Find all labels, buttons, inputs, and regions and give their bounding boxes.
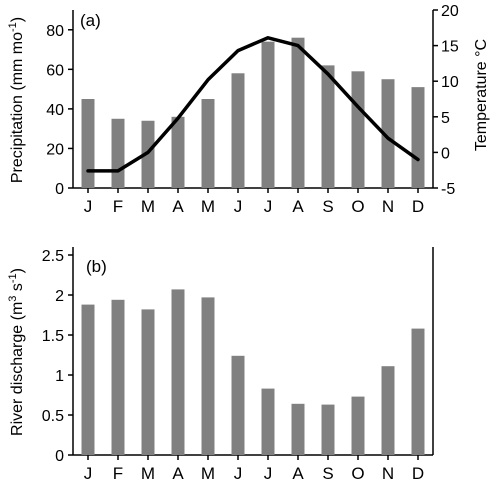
bar-d-12 [411, 87, 425, 188]
panel-b-bars [81, 289, 425, 455]
y2-tick-label: 0 [441, 145, 450, 162]
panel-a-y-axis-label: Precipitation (mm mo-1) [7, 17, 26, 183]
bar-m-5 [201, 297, 215, 455]
bar-o-10 [351, 71, 365, 188]
y-tick-label: 60 [46, 62, 64, 79]
bar-s-9 [321, 404, 335, 455]
x-tick-label: O [351, 197, 364, 216]
x-tick-label: F [113, 464, 123, 483]
bar-s-9 [321, 65, 335, 188]
x-tick-label: M [201, 464, 215, 483]
x-tick-label: J [234, 464, 243, 483]
x-tick-label: J [84, 197, 93, 216]
panel-a-right-axis-label: Temperature °C [473, 39, 490, 151]
panel-a-label: (a) [80, 11, 101, 30]
y-tick-label: 80 [46, 23, 64, 40]
x-tick-label: D [412, 197, 424, 216]
x-tick-label: N [382, 464, 394, 483]
x-tick-label: M [141, 197, 155, 216]
y-tick-label: 1.5 [42, 328, 64, 345]
y2-tick-label: 5 [441, 110, 450, 127]
x-tick-label: J [264, 464, 273, 483]
panel-a-right-ticks: -5 0 5 10 15 20 [433, 3, 459, 198]
bar-m-5 [201, 99, 215, 188]
x-tick-label: F [113, 197, 123, 216]
x-tick-label: A [292, 197, 304, 216]
y-tick-label: 1 [55, 368, 64, 385]
bar-j-1 [81, 304, 95, 455]
y-tick-label: 0 [55, 181, 64, 198]
bar-m-3 [141, 309, 155, 455]
y2-tick-label: 20 [441, 3, 459, 20]
bar-f-2 [111, 299, 125, 455]
x-tick-label: J [234, 197, 243, 216]
panel-b-y-axis-label: River discharge (m3 s-1) [7, 268, 26, 436]
bar-j-7 [261, 388, 275, 455]
bar-a-8 [291, 37, 305, 188]
panel-a: (a) Precipitation (mm mo-1) Temperature … [7, 3, 490, 216]
x-tick-label: O [351, 464, 364, 483]
y-tick-label: 40 [46, 102, 64, 119]
y-tick-label: 20 [46, 141, 64, 158]
x-tick-label: S [322, 197, 333, 216]
x-tick-label: A [172, 197, 184, 216]
bar-j-7 [261, 41, 275, 189]
panel-b-label: (b) [86, 257, 107, 276]
bar-a-4 [171, 289, 185, 455]
y-tick-label: 0.5 [42, 408, 64, 425]
y-tick-label: 0 [55, 448, 64, 465]
y-tick-label: 2 [55, 288, 64, 305]
x-tick-label: D [412, 464, 424, 483]
x-tick-label: J [264, 197, 273, 216]
panel-a-temperature-line [86, 36, 420, 173]
x-tick-label: S [322, 464, 333, 483]
y2-tick-label: 10 [441, 74, 459, 91]
x-tick-label: A [172, 464, 184, 483]
bar-d-12 [411, 328, 425, 455]
x-tick-label: A [292, 464, 304, 483]
bar-f-2 [111, 118, 125, 188]
bar-a-8 [291, 403, 305, 455]
y-tick-label: 2.5 [42, 248, 64, 265]
x-tick-label: N [382, 197, 394, 216]
bar-a-4 [171, 116, 185, 188]
bar-j-6 [231, 355, 245, 455]
bar-n-11 [381, 79, 395, 188]
panel-a-bars [81, 37, 425, 189]
x-tick-label: M [201, 197, 215, 216]
bar-n-11 [381, 366, 395, 455]
y2-tick-label: 15 [441, 39, 459, 56]
x-tick-label: M [141, 464, 155, 483]
bar-j-6 [231, 73, 245, 188]
panel-a-y-ticks: 0 20 40 60 80 [46, 23, 73, 198]
bar-o-10 [351, 396, 365, 455]
temperature-line [86, 36, 420, 173]
bar-j-1 [81, 99, 95, 188]
panel-b-y-ticks: 0 0.5 1 1.5 2 2.5 [42, 248, 73, 465]
panel-b: (b) River discharge (m3 s-1) 0 0.5 1 1.5 2 2.… [7, 247, 434, 483]
y2-tick-label: -5 [441, 181, 455, 198]
x-tick-label: J [84, 464, 93, 483]
